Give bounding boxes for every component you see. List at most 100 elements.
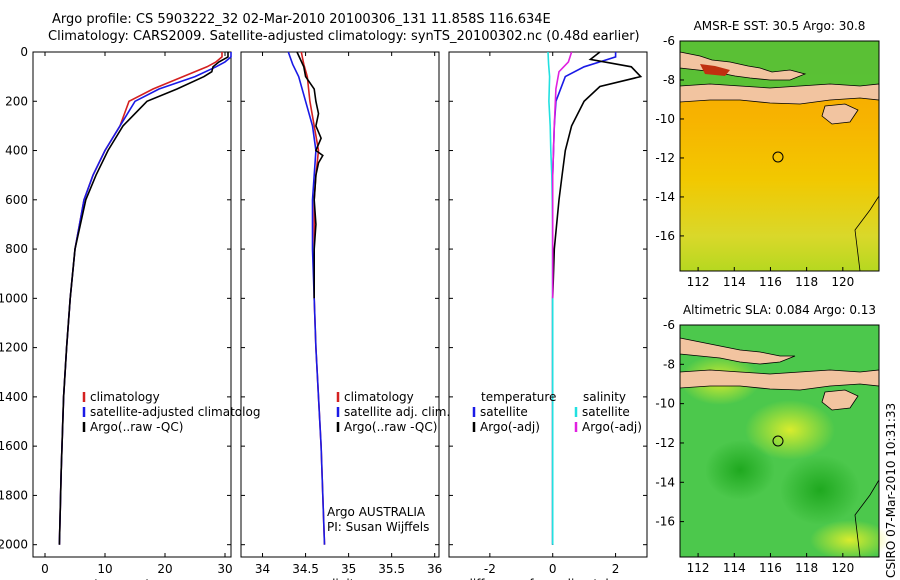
- salinity-panel: 34 34.5 35 35.5 36 salinity: [240, 51, 442, 580]
- salinity-legend-label: satellite adj. clim.: [344, 405, 450, 419]
- difference-xtick-label: 0: [549, 562, 557, 576]
- sla-map-argo-marker: [772, 435, 784, 447]
- figure-title-line2: Climatology: CARS2009. Satellite-adjuste…: [48, 29, 640, 44]
- sst_map-ytick-label: -6: [663, 34, 675, 48]
- temperature-xtick-label: 20: [157, 562, 172, 576]
- sla-map-high-anomaly-center: [745, 400, 835, 460]
- temperature-xlabel: temperature: [94, 577, 169, 580]
- salinity-xtick-label: 34.5: [292, 562, 319, 576]
- salinity-xtick-label: 34: [255, 562, 270, 576]
- figure-title-line1: Argo profile: CS 5903222_32 02-Mar-2010 …: [52, 12, 551, 27]
- sla_map-ytick-label: -14: [655, 475, 675, 489]
- temperature-ytick-label: 1600: [0, 439, 28, 453]
- temperature-xtick-label: 30: [217, 562, 232, 576]
- difference-frame: [448, 51, 648, 558]
- sst-map: [679, 40, 880, 272]
- salinity-xlabel: salinity: [318, 577, 361, 580]
- difference-legend-label: satellite: [582, 405, 630, 419]
- difference-series-salinity-argo-adj-: [551, 51, 573, 299]
- sst_map-ytick-label: -8: [663, 73, 675, 87]
- sla-map-high-anomaly-south: [810, 520, 890, 560]
- sst-map-hot-patch: [700, 64, 730, 76]
- temperature-series-argo-raw-qc-: [58, 52, 229, 545]
- difference-xtick-label: 2: [612, 562, 620, 576]
- sla_map-ytick-label: -12: [655, 436, 675, 450]
- sla_map-xtick-label: 112: [687, 561, 710, 575]
- temperature-legend-label: Argo(..raw -QC): [90, 420, 183, 434]
- sla_map-ytick-label: -10: [655, 397, 675, 411]
- temperature-frame: [32, 51, 232, 558]
- sla-map: [679, 324, 890, 560]
- temperature-panel: 0 10 20 30 0 200 400 600 800 1000 1200 1400 1600 1800…: [0, 45, 233, 580]
- sst_map-xtick-label: 118: [795, 275, 818, 289]
- sla_map-title: Altimetric SLA: 0.084 Argo: 0.13: [683, 303, 876, 317]
- sla-map-frame: [679, 324, 880, 558]
- difference-series-temperature-satellite: [551, 52, 617, 545]
- temperature-ytick-label: 2000: [0, 538, 28, 552]
- temperature-ytick-label: 1400: [0, 390, 28, 404]
- difference-series-temperature-argo-adj-: [551, 51, 643, 545]
- sst_map-ytick-label: -12: [655, 151, 675, 165]
- difference-xlabel: difference from climatology: [465, 577, 631, 580]
- salinity-annotation-pi: PI: Susan Wijffels: [327, 520, 429, 534]
- sla_map-xtick-label: 114: [723, 561, 746, 575]
- sla-map-low-anomaly-s: [780, 455, 860, 525]
- salinity-xtick-label: 35: [341, 562, 356, 576]
- sla-map-low-anomaly-sw: [705, 440, 775, 500]
- sla-map-sumba-island: [821, 389, 859, 411]
- difference-legend-label: Argo(-adj): [582, 420, 642, 434]
- temperature-series-climatology: [58, 52, 223, 545]
- sst-map-argo-marker: [772, 151, 784, 163]
- difference-legend-label: satellite: [480, 405, 528, 419]
- difference-series-salinity-satellite: [547, 51, 554, 545]
- difference-legend-title-salinity: salinity: [583, 390, 626, 404]
- temperature-ytick-label: 800: [5, 242, 28, 256]
- sst-map-sumba-island: [821, 103, 859, 125]
- salinity-legend-label: Argo(..raw -QC): [344, 420, 437, 434]
- sla_map-ytick-label: -16: [655, 515, 675, 529]
- temperature-xtick-label: 0: [41, 562, 49, 576]
- sla_map-ytick-label: -8: [663, 357, 675, 371]
- temperature-ytick-label: 0: [20, 45, 28, 59]
- salinity-annotation-program: Argo AUSTRALIA: [327, 505, 426, 519]
- temperature-legend-label: climatology: [90, 390, 160, 404]
- sst_map-ytick-label: -14: [655, 190, 675, 204]
- sst_map-ytick-label: -16: [655, 229, 675, 243]
- difference-legend-title-temperature: temperature: [481, 390, 556, 404]
- sst_map-xtick-label: 114: [723, 275, 746, 289]
- temperature-ytick-label: 400: [5, 144, 28, 158]
- temperature-ytick-label: 200: [5, 94, 28, 108]
- difference-panel: -2 0 2difference from climatology: [448, 51, 648, 580]
- salinity-xtick-label: 36: [427, 562, 442, 576]
- sst_map-ytick-label: -10: [655, 112, 675, 126]
- salinity-series-satellite-adj-clim-: [287, 51, 326, 545]
- sla-map-java-coast: [679, 337, 796, 365]
- difference-legend: temperature salinitysatelliteArgo(-adj)sa…: [472, 390, 642, 434]
- sst_map-xtick-label: 120: [831, 275, 854, 289]
- sst_map-xtick-label: 112: [687, 275, 710, 289]
- sla_map-xtick-label: 120: [831, 561, 854, 575]
- difference-xtick-label: -2: [484, 562, 496, 576]
- sla_map-axes: Altimetric SLA: 0.084 Argo: 0.13 112 114 11…: [655, 303, 876, 575]
- difference-legend-label: Argo(-adj): [480, 420, 540, 434]
- salinity-frame: [240, 51, 440, 558]
- salinity-series-argo-raw-qc-: [296, 51, 324, 299]
- salinity-legend-label: climatology: [344, 390, 414, 404]
- temperature-legend-label: satellite-adjusted climatolog: [90, 405, 260, 419]
- sst_map-title: AMSR-E SST: 30.5 Argo: 30.8: [694, 19, 866, 33]
- sla_map-xtick-label: 118: [795, 561, 818, 575]
- sla_map-ytick-label: -6: [663, 318, 675, 332]
- sst_map-xtick-label: 116: [759, 275, 782, 289]
- temperature-ytick-label: 1000: [0, 291, 28, 305]
- temperature-ytick-label: 1200: [0, 341, 28, 355]
- temperature-ytick-label: 600: [5, 193, 28, 207]
- temperature-series-satellite-adjusted-climatology: [58, 52, 232, 545]
- sla_map-xtick-label: 116: [759, 561, 782, 575]
- sst-map-frame: [679, 40, 880, 272]
- sst_map-axes: AMSR-E SST: 30.5 Argo: 30.8 112 114 116 118 1…: [655, 19, 865, 289]
- temperature-xtick-label: 10: [97, 562, 112, 576]
